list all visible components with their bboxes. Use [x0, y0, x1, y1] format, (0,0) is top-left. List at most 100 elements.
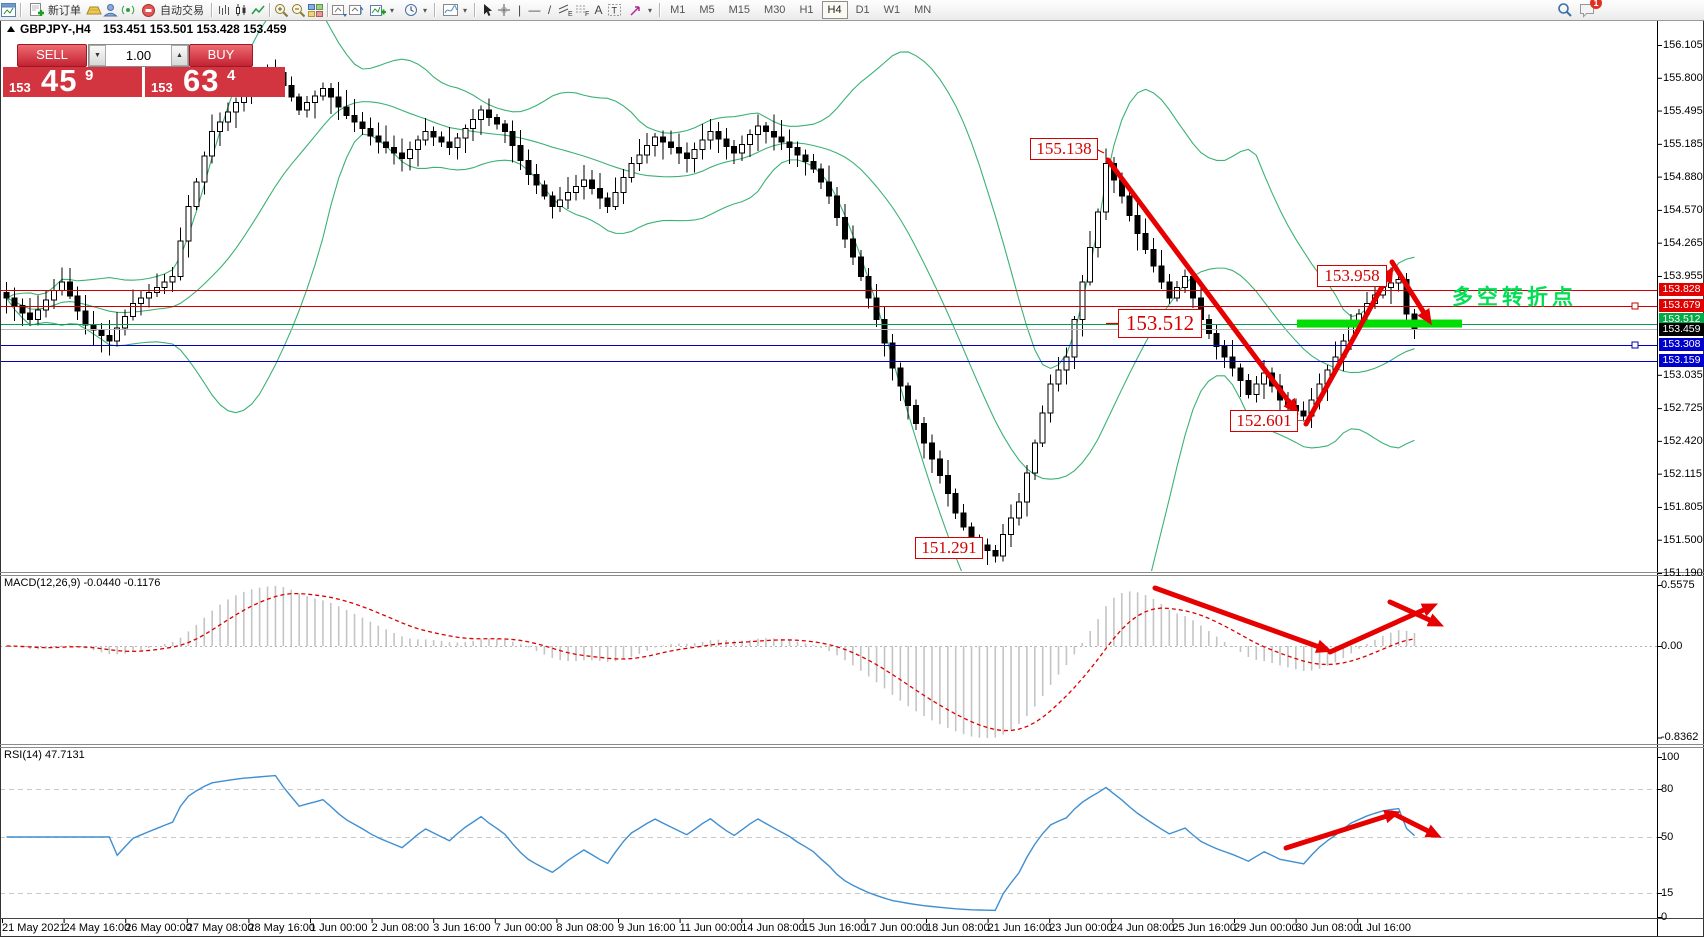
svg-text:E: E [568, 11, 573, 17]
toolbar-separator [434, 3, 436, 17]
macd-axis-tick: 0.00 [1661, 640, 1683, 652]
account-user-icon[interactable] [102, 1, 119, 19]
tile-windows-icon[interactable] [307, 1, 324, 19]
text-tool-icon[interactable]: A [594, 3, 603, 17]
timeframe-button-h4[interactable]: H4 [821, 1, 848, 19]
timeframe-button-m30[interactable]: M30 [764, 4, 786, 16]
volume-decrease-button[interactable]: ▼ [89, 45, 106, 66]
price-annotation-label[interactable]: 151.291 [915, 537, 983, 559]
time-axis-label: 8 Jun 08:00 [556, 922, 614, 934]
text-label-tool-icon[interactable]: T [606, 1, 623, 19]
sell-price-prefix: 153 [9, 80, 31, 95]
volume-increase-button[interactable]: ▲ [171, 45, 188, 66]
time-axis-label: 17 Jun 00:00 [864, 922, 929, 934]
zoom-in-icon[interactable] [273, 1, 290, 19]
deposit-gold-icon[interactable] [85, 1, 102, 19]
fibonacci-tool-icon[interactable]: F [574, 1, 591, 19]
symbol-info-line: GBPJPY-,H4 153.451 153.501 153.428 153.4… [20, 22, 287, 36]
dropdown-caret-icon: ▾ [423, 5, 428, 15]
signals-icon[interactable] [119, 1, 136, 19]
new-chart-button[interactable]: ▾ [365, 1, 398, 19]
price-axis-chip: 153.308 [1659, 338, 1704, 352]
clock-icon [402, 1, 419, 19]
price-annotation-label[interactable]: 152.601 [1230, 410, 1298, 432]
sell-price-big: 45 [41, 67, 78, 97]
vertical-line-tool-icon[interactable]: | [517, 3, 522, 17]
price-axis-tick: 151.500 [1663, 533, 1703, 546]
new-order-icon [28, 1, 45, 19]
auto-trading-label: 自动交易 [160, 5, 204, 17]
templates-button[interactable]: ▾ [438, 1, 471, 19]
line-chart-mode-icon[interactable] [249, 1, 266, 19]
price-annotation-label[interactable]: 155.138 [1030, 138, 1098, 160]
buy-price-prefix: 153 [151, 80, 173, 95]
time-axis-label: 15 Jun 16:00 [802, 922, 867, 934]
buy-button[interactable]: BUY [189, 44, 253, 67]
collapse-arrow-icon[interactable] [7, 26, 15, 32]
time-axis-label: 14 Jun 08:00 [741, 922, 805, 934]
main-toolbar: 新订单 自动交易 [0, 0, 1704, 21]
macd-axis-tick: 0.5575 [1661, 579, 1695, 591]
price-axis-chip: 153.679 [1659, 298, 1704, 312]
trendline-tool-icon[interactable]: / [547, 3, 552, 17]
auto-trading-button[interactable]: 自动交易 [136, 1, 208, 19]
crosshair-tool-icon[interactable] [495, 1, 512, 19]
timeframe-button-w1[interactable]: W1 [883, 4, 901, 16]
time-axis-label: 1 Jun 00:00 [310, 922, 368, 934]
auto-scroll-icon[interactable] [331, 1, 348, 19]
candlestick-mode-icon[interactable] [232, 1, 249, 19]
toolbar-separator [20, 3, 21, 17]
timeframe-button-mn[interactable]: MN [914, 4, 932, 16]
time-axis-label: 23 Jun 00:00 [1049, 922, 1113, 934]
sell-price-panel[interactable]: 153 45 9 [3, 67, 142, 97]
time-axis-label: 28 May 16:00 [248, 922, 316, 934]
equidistant-channel-tool-icon[interactable]: E [557, 1, 574, 19]
arrows-tool-button[interactable]: ▾ [623, 1, 656, 19]
timeframe-button-d1[interactable]: D1 [855, 4, 870, 16]
price-axis-tick: 153.955 [1663, 269, 1703, 282]
dropdown-caret-icon: ▾ [463, 5, 468, 15]
timeframe-button-m15[interactable]: M15 [728, 4, 751, 16]
zoom-out-icon[interactable] [290, 1, 307, 19]
price-axis-tick: 155.800 [1663, 71, 1703, 84]
price-axis-tick: 155.185 [1663, 137, 1703, 150]
chart-window-icon[interactable] [0, 1, 17, 19]
time-axis-label: 1 Jul 16:00 [1357, 922, 1412, 934]
time-axis-label: 2 Jun 08:00 [371, 922, 430, 934]
search-icon[interactable] [1556, 1, 1573, 19]
price-axis-chip: 153.159 [1659, 354, 1704, 368]
svg-text:T: T [612, 6, 618, 16]
time-axis-label: 24 May 16:00 [63, 922, 131, 934]
price-axis-tick: 152.115 [1663, 467, 1702, 480]
price-axis-tick: 151.805 [1663, 500, 1703, 513]
toolbar-separator [211, 3, 212, 17]
chat-icon[interactable]: 1 [1579, 0, 1602, 19]
symbol-ohlc-values: 153.451 153.501 153.428 153.459 [103, 22, 287, 36]
buy-price-sup: 4 [227, 67, 236, 84]
new-order-label: 新订单 [48, 5, 81, 17]
cursor-tool-icon[interactable] [478, 1, 495, 19]
time-axis-label: 11 Jun 00:00 [679, 922, 743, 934]
toolbar-separator [269, 3, 270, 17]
timeframe-button-h1[interactable]: H1 [799, 4, 814, 16]
volume-value[interactable]: 1.00 [125, 48, 152, 63]
rsi-axis-tick: 100 [1661, 751, 1680, 763]
horizontal-line-tool-icon[interactable]: — [528, 3, 541, 17]
timeframe-button-m5[interactable]: M5 [699, 4, 715, 16]
buy-price-panel[interactable]: 153 63 4 [145, 67, 285, 97]
new-order-button[interactable]: 新订单 [24, 1, 85, 19]
period-button[interactable]: ▾ [398, 1, 431, 19]
pivot-annotation-text[interactable]: 多空转折点 [1452, 285, 1577, 309]
sell-button[interactable]: SELL [17, 44, 87, 67]
bar-chart-mode-icon[interactable] [215, 1, 232, 19]
price-annotation-label[interactable]: 153.512 [1118, 309, 1202, 338]
sell-price-sup: 9 [85, 67, 94, 84]
price-annotation-label[interactable]: 153.958 [1317, 265, 1387, 287]
timeframe-button-m1[interactable]: M1 [670, 4, 686, 16]
notification-badge: 1 [1590, 0, 1602, 9]
rsi-axis-tick: 80 [1661, 783, 1674, 795]
time-axis-label: 26 May 00:00 [125, 922, 192, 934]
chart-shift-icon[interactable] [348, 1, 365, 19]
price-axis-tick: 154.570 [1663, 203, 1703, 216]
